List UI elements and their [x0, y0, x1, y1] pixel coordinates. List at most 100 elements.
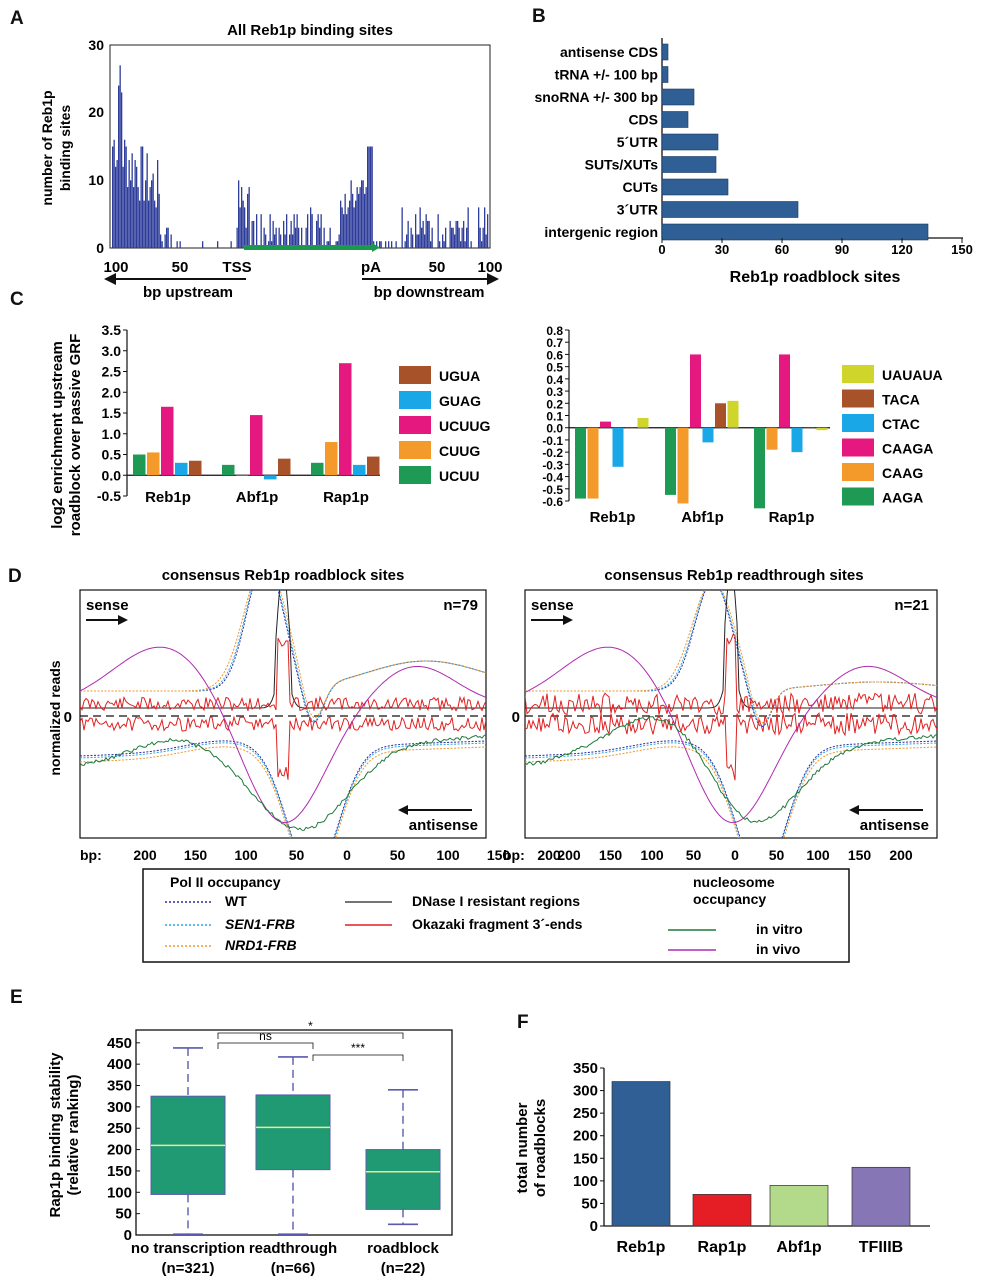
panel-e-ytick-label: 150 — [107, 1163, 132, 1180]
panel-c-ylabel-line2: roadblock over passive GRF — [67, 334, 84, 537]
histogram-bar — [202, 241, 204, 248]
panel-b-xtick-label: 30 — [715, 242, 729, 257]
panel-c-bar — [189, 460, 202, 476]
histogram-bar — [272, 220, 274, 248]
panel-c-ytick-label: 3.5 — [102, 322, 122, 338]
panel-c-bar — [587, 427, 599, 499]
histogram-bar — [449, 220, 451, 248]
panel-c-bar — [754, 427, 765, 509]
histogram-bar — [296, 214, 298, 248]
panel-letter-c: C — [10, 289, 24, 310]
panel-c-ytick-label: 0.0 — [546, 422, 563, 436]
histogram-bar — [391, 241, 393, 248]
panel-c-bar — [133, 454, 146, 476]
panel-c-bar — [804, 427, 815, 429]
histogram-bar — [151, 180, 153, 248]
panel-d-dnase-curve — [525, 590, 937, 709]
panel-c-legend-label: UAUAUA — [882, 367, 943, 383]
histogram-bar — [395, 241, 397, 248]
histogram-bar — [307, 214, 309, 248]
histogram-bar — [388, 241, 390, 248]
panel-e-ytick-label: 100 — [107, 1184, 132, 1201]
panel-f-ytick-label: 200 — [573, 1128, 598, 1145]
panel-e-ytick-label: 400 — [107, 1056, 132, 1073]
panel-c-ytick-label: 0.2 — [546, 397, 563, 411]
histogram-bar — [289, 234, 291, 248]
panel-a-ylabel-line1: number of Reb1p — [39, 90, 55, 205]
panel-c-bar — [715, 403, 726, 428]
panel-a-xtick: pA — [361, 259, 381, 276]
panel-d-xtick-label: 0 — [731, 847, 739, 863]
panel-c-legend-swatch — [399, 391, 431, 409]
panel-c-legend-swatch — [842, 487, 874, 506]
panel-letter-f: F — [517, 1012, 529, 1033]
panel-c-bar — [353, 464, 366, 476]
histogram-bar — [142, 146, 144, 248]
panel-letter-a: A — [10, 8, 24, 29]
panel-c-ytick-label: 0.7 — [546, 336, 563, 350]
panel-d-xtick-label: 0 — [343, 847, 351, 863]
histogram-bar — [311, 214, 313, 248]
panel-d-antisense-arrowhead — [398, 805, 408, 815]
panel-c-legend-swatch — [842, 438, 874, 457]
legend-okazaki-label: Okazaki fragment 3´-ends — [412, 916, 583, 932]
histogram-bar — [355, 200, 357, 248]
histogram-bar — [256, 214, 258, 248]
histogram-bar — [116, 160, 118, 248]
histogram-bar — [421, 227, 423, 248]
histogram-bar — [412, 234, 414, 248]
panel-c-ytick-label: 0.0 — [102, 467, 122, 483]
histogram-bar — [379, 241, 381, 248]
panel-e-box — [365, 1149, 441, 1210]
legend-sen1-label: SEN1-FRB — [225, 916, 295, 932]
panel-b-bar — [661, 111, 689, 128]
panel-c-legend-label: UCUU — [439, 468, 479, 484]
panel-c-ytick-label: -0.6 — [542, 495, 563, 509]
histogram-bar — [443, 241, 445, 248]
panel-c-bar — [236, 475, 249, 476]
panel-d-pol2-sense-sen1 — [525, 590, 937, 726]
panel-e-group-label: readthrough — [249, 1240, 337, 1257]
histogram-bar — [137, 187, 139, 248]
panel-d-profiles: consensus Reb1p roadblock sites consensu… — [47, 567, 938, 963]
histogram-bar — [427, 220, 429, 248]
panel-c-bar — [161, 406, 174, 476]
histogram-bar — [326, 241, 328, 248]
panel-e-significance-label: ns — [259, 1029, 272, 1043]
histogram-bar — [320, 214, 322, 248]
panel-b-category-label: 5´UTR — [617, 134, 658, 150]
histogram-bar — [269, 214, 271, 248]
histogram-bar — [113, 139, 115, 248]
histogram-bar — [371, 146, 373, 248]
histogram-bar — [424, 234, 426, 248]
histogram-bar — [124, 139, 126, 248]
histogram-bar — [265, 234, 267, 248]
legend-in-vivo-label: in vivo — [756, 941, 800, 957]
panel-c-legend-label: TACA — [882, 392, 920, 408]
histogram-bar — [362, 180, 364, 248]
panel-c-ytick-label: 2.0 — [102, 384, 122, 400]
panel-e-ytick-label: 350 — [107, 1078, 132, 1095]
panel-e-significance-label: * — [308, 1019, 313, 1033]
panel-e-group-label: roadblock — [367, 1240, 439, 1257]
panel-f-ylabel-line1: total number — [514, 1102, 531, 1193]
histogram-bar — [479, 227, 481, 248]
panel-a-ytick: 0 — [96, 240, 104, 256]
panel-f-bar — [769, 1185, 829, 1227]
histogram-bar — [364, 193, 366, 248]
histogram-bar — [350, 180, 352, 248]
histogram-bar — [134, 160, 136, 248]
histogram-bar — [283, 220, 285, 248]
panel-d-left-bp-label: bp: — [80, 847, 102, 863]
panel-c-category-label: Rap1p — [769, 509, 815, 526]
panel-f-ytick-label: 0 — [590, 1218, 598, 1235]
panel-d-xtick-label: 100 — [436, 847, 460, 863]
panel-f-category-label: Rap1p — [698, 1239, 747, 1256]
panel-c-bar — [250, 415, 263, 476]
panel-a-plot-frame — [109, 44, 491, 249]
panel-a-downstream-label: bp downstream — [374, 284, 485, 301]
histogram-bar — [157, 160, 159, 248]
panel-b-category-label: snoRNA +/- 300 bp — [534, 89, 658, 105]
panel-d-okazaki-sense — [80, 637, 486, 712]
